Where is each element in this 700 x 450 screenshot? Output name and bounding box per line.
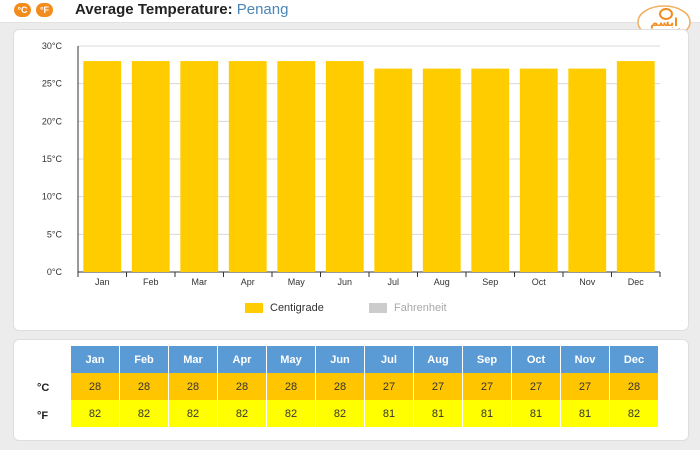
celsius-cell-jun: 28 <box>316 373 365 400</box>
celsius-cell-apr: 28 <box>218 373 267 400</box>
temperature-bar-chart: 0°C 5°C 10°C 15°C 20°C 25°C 30°C Jan Feb Mar Apr Ma… <box>42 41 661 287</box>
celsius-toggle-button[interactable]: °C <box>14 3 31 17</box>
y-tick-label: 10°C <box>42 192 63 202</box>
table-header-nov: Nov <box>561 346 610 373</box>
x-tick-label: Jun <box>337 277 352 287</box>
table-header-mar: Mar <box>169 346 218 373</box>
fahrenheit-cell-aug: 81 <box>414 400 463 427</box>
celsius-cell-may: 28 <box>267 373 316 400</box>
x-tick-label: Jan <box>95 277 110 287</box>
table-header-jul: Jul <box>365 346 414 373</box>
city-name: Penang <box>236 1 289 18</box>
y-tick-label: 15°C <box>42 154 63 164</box>
celsius-cell-mar: 28 <box>169 373 218 400</box>
fahrenheit-cell-apr: 82 <box>218 400 267 427</box>
table-header-feb: Feb <box>120 346 169 373</box>
fahrenheit-cell-mar: 82 <box>169 400 218 427</box>
x-tick-label: Aug <box>434 277 450 287</box>
x-tick-label: Mar <box>192 277 208 287</box>
bar-sep <box>471 68 510 272</box>
table-row-fahrenheit: 82 82 82 82 82 82 81 81 81 81 81 82 <box>71 400 659 427</box>
fahrenheit-cell-nov: 81 <box>561 400 610 427</box>
y-tick-label: 25°C <box>42 79 63 89</box>
celsius-cell-nov: 27 <box>561 373 610 400</box>
bar-nov <box>568 68 607 272</box>
title-prefix: Average Temperature: <box>75 1 233 18</box>
bar-jul <box>374 68 413 272</box>
bar-mar <box>180 61 219 272</box>
table-header-dec: Dec <box>610 346 659 373</box>
table-header-oct: Oct <box>512 346 561 373</box>
table-header-aug: Aug <box>414 346 463 373</box>
table-header-jan: Jan <box>71 346 120 373</box>
logo-wordmark: ابسم <box>650 16 678 29</box>
celsius-cell-aug: 27 <box>414 373 463 400</box>
celsius-cell-oct: 27 <box>512 373 561 400</box>
row-label-celsius: °C <box>37 382 50 394</box>
bar-jun <box>325 61 364 272</box>
y-tick-label: 5°C <box>47 229 63 239</box>
fahrenheit-cell-jan: 82 <box>71 400 120 427</box>
x-tick-label: Dec <box>628 277 645 287</box>
bar-dec <box>616 61 655 272</box>
page-title: Average Temperature: Penang <box>75 1 288 19</box>
fahrenheit-cell-dec: 82 <box>610 400 659 427</box>
y-tick-label: 0°C <box>47 267 63 277</box>
x-tick-label: Nov <box>579 277 596 287</box>
legend-label-centigrade: Centigrade <box>270 302 324 314</box>
y-tick-label: 20°C <box>42 116 63 126</box>
fahrenheit-cell-sep: 81 <box>463 400 512 427</box>
bar-aug <box>422 68 461 272</box>
fahrenheit-toggle-button[interactable]: °F <box>36 3 53 17</box>
monthly-temperature-table: Jan Feb Mar Apr May Jun Jul Aug Sep Oct Nov Dec 28 2… <box>71 346 659 427</box>
x-tick-label: Feb <box>143 277 159 287</box>
legend-label-fahrenheit: Fahrenheit <box>394 302 447 314</box>
x-tick-label: May <box>288 277 306 287</box>
x-tick-label: Oct <box>532 277 547 287</box>
celsius-cell-jan: 28 <box>71 373 120 400</box>
celsius-cell-feb: 28 <box>120 373 169 400</box>
table-header-jun: Jun <box>316 346 365 373</box>
bar-jan <box>83 61 122 272</box>
y-tick-label: 30°C <box>42 41 63 51</box>
row-label-fahrenheit: °F <box>37 410 49 422</box>
fahrenheit-cell-feb: 82 <box>120 400 169 427</box>
table-header-row: Jan Feb Mar Apr May Jun Jul Aug Sep Oct Nov Dec <box>71 346 659 373</box>
bar-may <box>277 61 316 272</box>
celsius-cell-dec: 28 <box>610 373 659 400</box>
fahrenheit-cell-may: 82 <box>267 400 316 427</box>
x-tick-label: Apr <box>241 277 255 287</box>
celsius-cell-sep: 27 <box>463 373 512 400</box>
fahrenheit-cell-oct: 81 <box>512 400 561 427</box>
x-tick-label: Jul <box>387 277 399 287</box>
table-header-may: May <box>267 346 316 373</box>
bar-feb <box>131 61 170 272</box>
bar-apr <box>228 61 267 272</box>
table-header-apr: Apr <box>218 346 267 373</box>
header-bar: °C °F Average Temperature: Penang <box>0 0 700 23</box>
x-tick-label: Sep <box>482 277 498 287</box>
celsius-cell-jul: 27 <box>365 373 414 400</box>
bar-oct <box>519 68 558 272</box>
fahrenheit-cell-jul: 81 <box>365 400 414 427</box>
fahrenheit-cell-jun: 82 <box>316 400 365 427</box>
legend-swatch-centigrade <box>245 303 263 313</box>
legend-swatch-fahrenheit <box>369 303 387 313</box>
table-header-sep: Sep <box>463 346 512 373</box>
table-row-celsius: 28 28 28 28 28 28 27 27 27 27 27 28 <box>71 373 659 400</box>
